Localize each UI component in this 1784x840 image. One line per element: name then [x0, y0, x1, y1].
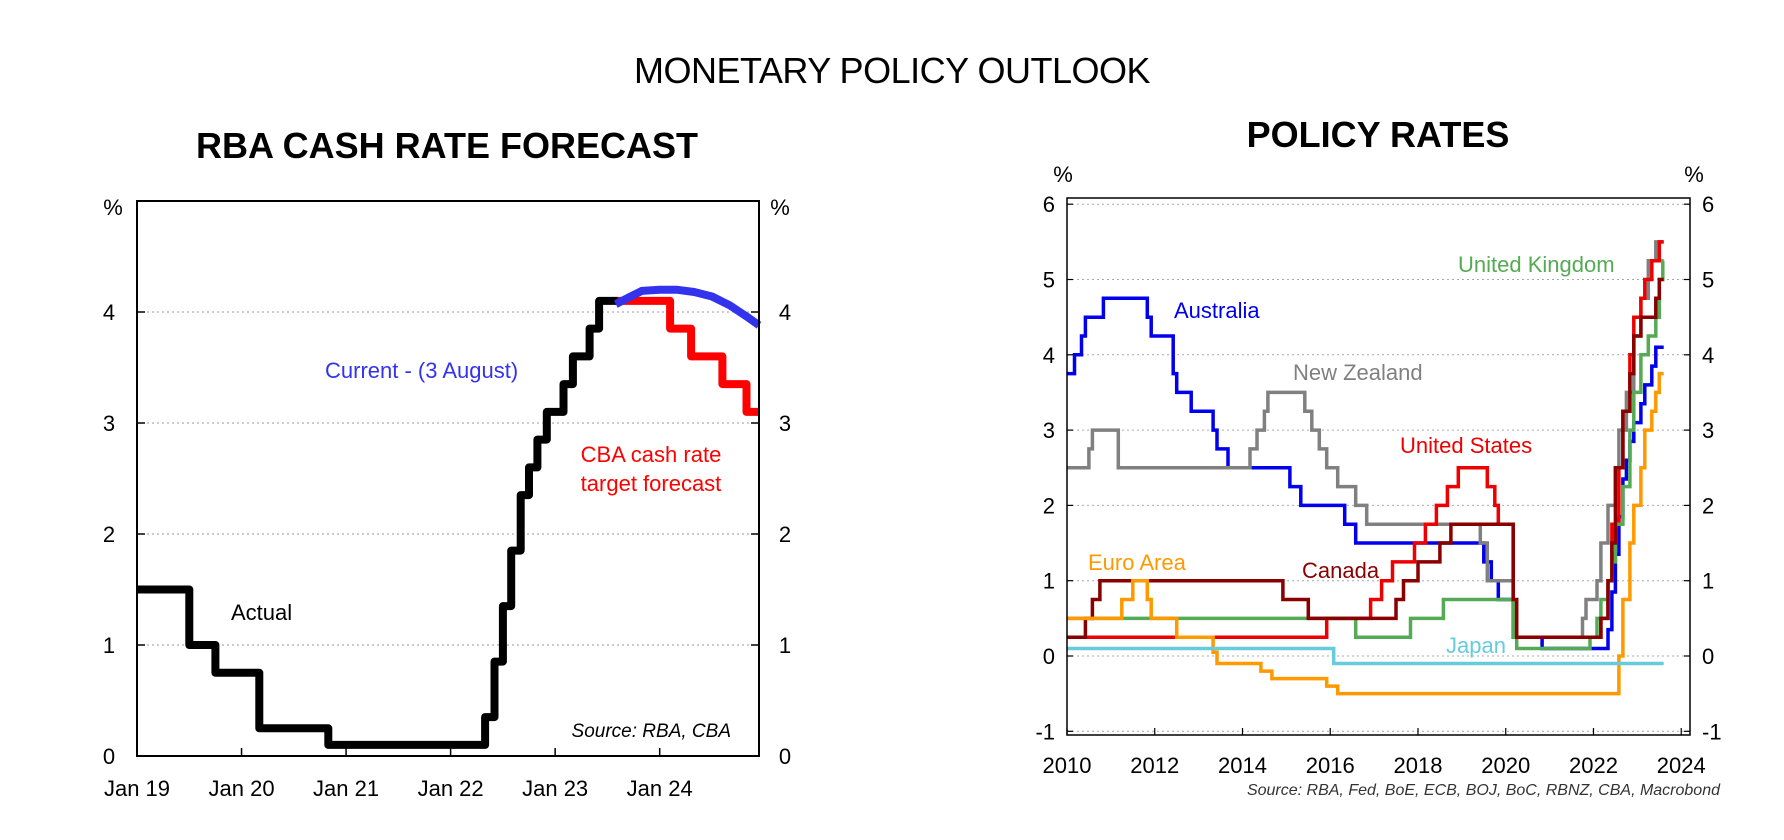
series-lines: [137, 285, 762, 749]
series-label-euro-area: Euro Area: [1088, 550, 1187, 575]
x-tick-label: Jan 21: [313, 776, 379, 801]
series-line-australia: [1067, 296, 1664, 651]
x-tick-label: 2022: [1569, 753, 1618, 778]
series-label-australia: Australia: [1174, 298, 1260, 323]
y-tick-label-right: 1: [779, 633, 791, 658]
x-tick-label: 2020: [1481, 753, 1530, 778]
series-label-cba-line1: CBA cash rate: [581, 442, 722, 467]
page-title: MONETARY POLICY OUTLOOK: [634, 50, 1150, 91]
series-label-japan: Japan: [1446, 633, 1506, 658]
y-tick-label-right: 6: [1702, 192, 1714, 217]
x-tick-label: Jan 19: [104, 776, 170, 801]
y-tick-label-right: 4: [779, 300, 791, 325]
y-tick-label-right: 0: [779, 744, 791, 769]
y-tick-label-left: 3: [103, 411, 115, 436]
y-tick-label-left: 6: [1043, 192, 1055, 217]
y-tick-label-left: 2: [103, 522, 115, 547]
series-line-euro-area: [1067, 371, 1664, 696]
y-axis-unit-right: %: [770, 195, 790, 220]
y-tick-label-left: 1: [103, 633, 115, 658]
axis-ticks: 0 0 1 1 2 2 3 3 4 4 Jan 19 Jan 20 Jan 21 Jan 22 Jan 23…: [103, 300, 791, 801]
x-tick-label: 2024: [1657, 753, 1706, 778]
series-line-cba-cash-rate-target-forecast: [617, 296, 759, 416]
y-tick-label-left: 5: [1043, 268, 1055, 293]
x-tick-label: Jan 23: [522, 776, 588, 801]
y-tick-label-right: 1: [1702, 569, 1714, 594]
plot-frame: [1066, 197, 1691, 736]
y-tick-label-right: 0: [1702, 644, 1714, 669]
series-label-canada: Canada: [1302, 558, 1380, 583]
y-tick-label-right: 2: [1702, 493, 1714, 518]
y-tick-label-left: 3: [1043, 418, 1055, 443]
source-note: Source: RBA, CBA: [572, 721, 731, 742]
series-line-canada: [1067, 277, 1664, 639]
y-tick-label-right: 4: [1702, 343, 1714, 368]
series-lines: [1067, 240, 1665, 696]
y-tick-label-left: 1: [1043, 569, 1055, 594]
grid-lines: [1067, 203, 1690, 732]
series-line-united-states: [1067, 240, 1664, 639]
x-tick-label: Jan 20: [209, 776, 275, 801]
y-tick-label-right: 3: [1702, 418, 1714, 443]
series-label-actual: Actual: [231, 600, 292, 625]
x-tick-label: 2012: [1130, 753, 1179, 778]
series-label-cba-line2: target forecast: [581, 471, 722, 496]
y-tick-label-left: 4: [1043, 343, 1055, 368]
y-axis-unit-left: %: [1053, 162, 1073, 187]
y-tick-label-right: 3: [779, 411, 791, 436]
x-tick-label: Jan 24: [627, 776, 693, 801]
x-tick-label: 2016: [1306, 753, 1355, 778]
series-label-united-states: United States: [1400, 433, 1532, 458]
chart-title: POLICY RATES: [1247, 114, 1510, 155]
series-line-new-zealand: [1067, 240, 1664, 639]
y-tick-label-right: 2: [779, 522, 791, 547]
x-tick-label: 2014: [1218, 753, 1267, 778]
y-tick-label-left: 4: [103, 300, 115, 325]
source-note: Source: RBA, Fed, BoE, ECB, BOJ, BoC, RB…: [1247, 782, 1721, 799]
plot-frame: [136, 200, 760, 757]
series-line-united-kingdom: [1067, 258, 1665, 651]
series-line-japan: [1067, 646, 1664, 666]
y-axis-unit-right: %: [1684, 162, 1704, 187]
rba-cash-rate-chart: RBA CASH RATE FORECAST % % 0 0 1 1 2 2 3 3 4 4 Jan…: [103, 125, 791, 801]
y-tick-label-right: 5: [1702, 268, 1714, 293]
x-tick-label: 2018: [1394, 753, 1443, 778]
x-tick-label: 2010: [1043, 753, 1092, 778]
series-line-current-3-august: [613, 285, 762, 329]
y-tick-label-left: 2: [1043, 493, 1055, 518]
y-axis-unit-left: %: [103, 195, 123, 220]
grid-lines: [137, 311, 759, 646]
series-line-actual: [137, 296, 618, 749]
series-label-current: Current - (3 August): [325, 358, 518, 383]
y-tick-label-left: -1: [1035, 719, 1055, 744]
y-tick-label-left: 0: [1043, 644, 1055, 669]
x-tick-label: Jan 22: [418, 776, 484, 801]
series-label-new-zealand: New Zealand: [1293, 360, 1423, 385]
series-label-united-kingdom: United Kingdom: [1458, 252, 1615, 277]
axis-ticks: -1 -1 0 0 1 1 2 2 3 3 4 4 5 5 6 6 2010 2012 2014 2016 2018 20…: [1035, 192, 1721, 778]
chart-title: RBA CASH RATE FORECAST: [196, 125, 698, 166]
y-tick-label-left: 0: [103, 744, 115, 769]
y-tick-label-right: -1: [1702, 719, 1722, 744]
